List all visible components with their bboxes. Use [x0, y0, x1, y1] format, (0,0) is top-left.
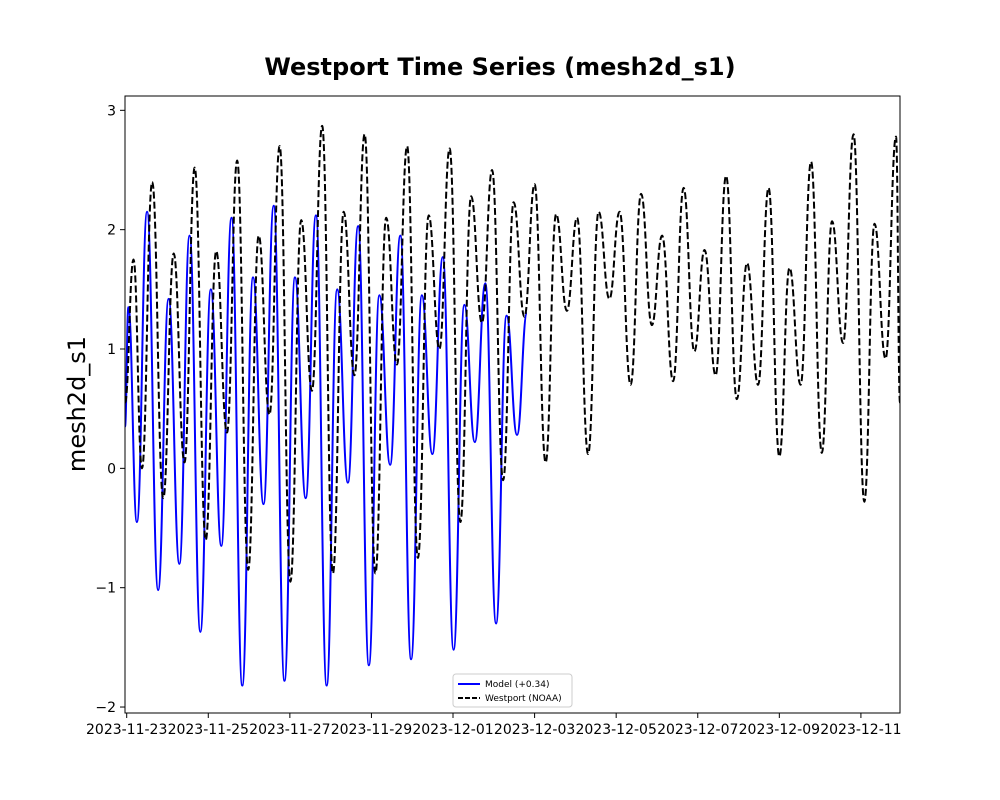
legend-label-westport: Westport (NOAA) — [485, 694, 562, 704]
legend-label-model: Model (+0.34) — [485, 680, 550, 690]
series-line-model — [125, 204, 528, 687]
x-tick-label: 2023-12-09 — [739, 722, 820, 738]
y-tick-label: −2 — [95, 700, 116, 716]
legend: Model (+0.34) Westport (NOAA) — [452, 673, 573, 708]
x-tick-label: 2023-12-01 — [412, 722, 493, 738]
x-tick-label: 2023-12-07 — [657, 722, 738, 738]
x-tick-label: 2023-11-29 — [331, 722, 412, 738]
x-tick-label: 2023-11-25 — [168, 722, 249, 738]
x-tick-label: 2023-12-03 — [494, 722, 575, 738]
x-tick-label: 2023-11-27 — [249, 722, 330, 738]
series-layer — [125, 124, 900, 687]
plot-frame — [124, 95, 901, 714]
y-tick-label: 0 — [107, 461, 116, 477]
y-axis: −2 −1 0 1 2 3 — [95, 103, 125, 716]
y-tick-label: 3 — [107, 103, 116, 119]
x-tick-label: 2023-11-23 — [86, 722, 167, 738]
y-tick-label: 2 — [107, 223, 116, 239]
y-axis-label: mesh2d_s1 — [63, 336, 91, 472]
x-tick-label: 2023-12-11 — [820, 722, 901, 738]
legend-box — [452, 673, 573, 708]
y-tick-label: −1 — [95, 581, 116, 597]
x-axis: 2023-11-23 2023-11-25 2023-11-27 2023-11-29… — [86, 713, 902, 738]
x-tick-label: 2023-12-05 — [575, 722, 656, 738]
chart-title: Westport Time Series (mesh2d_s1) — [264, 53, 735, 81]
series-line-westport — [125, 124, 900, 583]
y-tick-label: 1 — [107, 342, 116, 358]
